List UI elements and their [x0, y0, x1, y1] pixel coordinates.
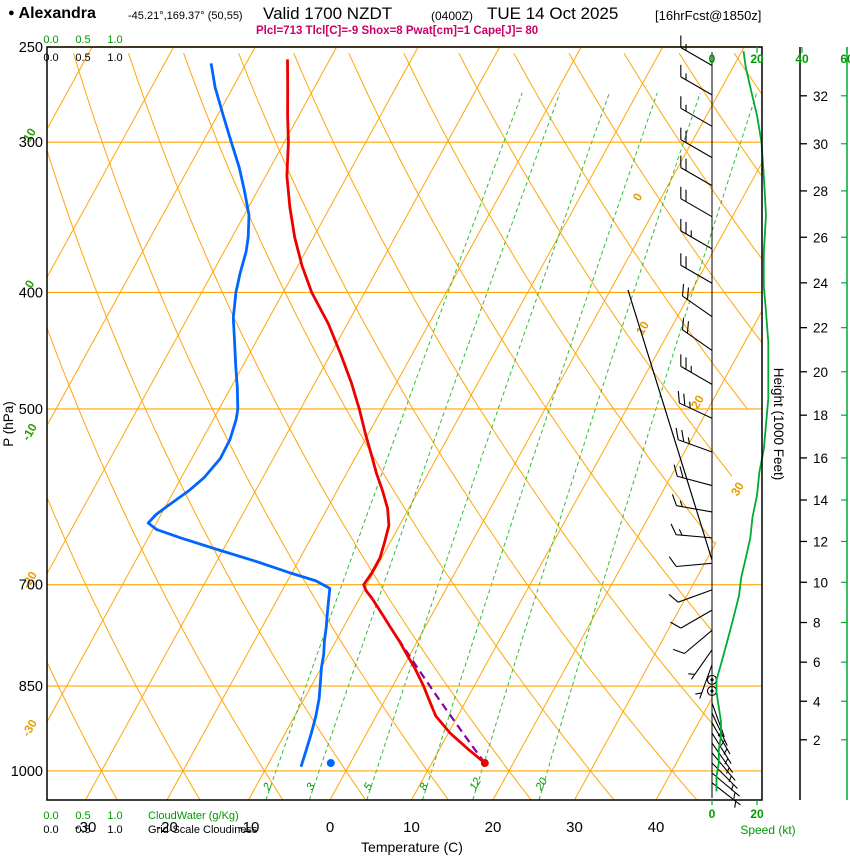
svg-text:-10: -10	[238, 819, 260, 836]
surface-dot	[326, 759, 335, 768]
svg-text:1.0: 1.0	[107, 810, 122, 822]
svg-text:8: 8	[417, 780, 431, 792]
svg-text:28: 28	[813, 184, 828, 199]
svg-text:6: 6	[813, 655, 821, 670]
svg-text:4: 4	[813, 694, 821, 709]
svg-text:0: 0	[709, 52, 716, 66]
station-name-text: Alexandra	[18, 5, 96, 22]
svg-text:18: 18	[813, 408, 828, 423]
svg-text:-30: -30	[75, 819, 97, 836]
svg-text:1000: 1000	[11, 764, 43, 780]
pressure-axis: 250 300 400 500 700 850 1000 P (hPa)	[1, 40, 43, 780]
svg-text:300: 300	[19, 135, 43, 151]
svg-text:0.0: 0.0	[43, 34, 58, 46]
svg-text:3: 3	[304, 780, 318, 792]
valid-date: TUE 14 Oct 2025	[487, 4, 619, 23]
valid-time: Valid 1700 NZDT	[263, 4, 393, 23]
svg-text:30: 30	[813, 137, 828, 152]
plot-border	[46, 46, 763, 801]
svg-text:0: 0	[709, 807, 716, 821]
svg-text:20: 20	[533, 775, 550, 793]
svg-text:20: 20	[688, 392, 707, 411]
plot-boundary-lines	[627, 52, 713, 798]
station-bullet-icon: ●	[8, 7, 15, 19]
dewpoint-curve	[146, 63, 332, 768]
svg-text:10: 10	[633, 318, 652, 337]
speed-axis: 0 20 40 60 0 20 Speed (kt)	[709, 47, 850, 837]
svg-text:P (hPa): P (hPa)	[1, 401, 16, 447]
temperature-curve	[285, 59, 486, 765]
pressure-gridlines	[47, 46, 762, 772]
svg-text:30: 30	[566, 819, 583, 836]
svg-text:0.0: 0.0	[43, 52, 58, 64]
svg-text:0.0: 0.0	[43, 824, 58, 836]
speed-profile	[715, 51, 770, 792]
svg-text:Temperature (C): Temperature (C)	[361, 839, 463, 855]
svg-text:20: 20	[485, 819, 502, 836]
svg-text:-20: -20	[156, 819, 178, 836]
parcel-ascent-curve	[368, 593, 486, 764]
station-coordinates: -45.21°,169.37° (50,55)	[128, 10, 243, 22]
svg-text:500: 500	[19, 402, 43, 418]
svg-text:850: 850	[19, 679, 43, 695]
svg-text:40: 40	[648, 819, 665, 836]
svg-text:12: 12	[813, 534, 828, 549]
svg-text:0.5: 0.5	[75, 810, 90, 822]
svg-text:20: 20	[813, 365, 828, 380]
svg-text:12: 12	[467, 776, 484, 793]
svg-text:-10: -10	[19, 421, 40, 443]
svg-text:-30: -30	[19, 717, 40, 739]
station-name: ● Alexandra	[8, 5, 96, 23]
sounding-curves	[146, 59, 489, 768]
svg-text:60: 60	[840, 52, 850, 66]
svg-text:10: 10	[813, 575, 828, 590]
svg-text:32: 32	[813, 89, 828, 104]
svg-text:0.5: 0.5	[75, 34, 90, 46]
svg-text:Speed (kt): Speed (kt)	[740, 823, 795, 837]
valid-time-zulu: (0400Z)	[431, 9, 474, 23]
svg-text:1.0: 1.0	[107, 52, 122, 64]
svg-text:26: 26	[813, 230, 828, 245]
svg-text:10: 10	[403, 819, 420, 836]
svg-text:Height (1000 Feet): Height (1000 Feet)	[771, 368, 786, 481]
svg-text:40: 40	[795, 52, 809, 66]
svg-text:20: 20	[750, 807, 764, 821]
svg-text:22: 22	[813, 321, 828, 336]
svg-text:0.5: 0.5	[75, 52, 90, 64]
svg-text:700: 700	[19, 578, 43, 594]
temperature-axis: -30 -20 -10 0 10 20 30 40 Temperature (C)	[75, 819, 665, 855]
svg-text:24: 24	[813, 276, 829, 291]
svg-text:CloudWater (g/Kg): CloudWater (g/Kg)	[148, 810, 239, 822]
surface-dot	[480, 759, 489, 768]
mixing-ratio-labels: 2 3 5 8 12 20	[261, 775, 551, 793]
svg-text:20: 20	[750, 52, 764, 66]
svg-text:0: 0	[326, 819, 334, 836]
svg-text:1.0: 1.0	[107, 824, 122, 836]
svg-text:10: 10	[20, 125, 39, 144]
wind-barbs	[668, 35, 741, 808]
svg-text:8: 8	[813, 616, 821, 631]
svg-text:5: 5	[362, 780, 376, 792]
svg-text:30: 30	[728, 479, 747, 498]
svg-text:Grid-Scale Cloudiness: Grid-Scale Cloudiness	[148, 824, 258, 836]
svg-text:0.5: 0.5	[75, 824, 90, 836]
svg-text:400: 400	[19, 285, 43, 301]
svg-text:0: 0	[630, 190, 646, 203]
svg-text:2: 2	[813, 733, 821, 748]
stability-indices: Plcl=713 Tlcl[C]=-9 Shox=8 Pwat[cm]=1 Ca…	[256, 25, 539, 37]
svg-text:1.0: 1.0	[107, 34, 122, 46]
skewt-grid	[47, 47, 762, 800]
svg-text:16: 16	[813, 451, 828, 466]
svg-text:0.0: 0.0	[43, 810, 58, 822]
svg-text:250: 250	[19, 40, 43, 56]
cloudwater-scales: 0.0 0.5 1.0 0.0 0.5 1.0 0.0 0.5 1.0 CloudWater (g…	[43, 34, 258, 836]
forecast-run-info: [16hrFcst@1850z]	[655, 8, 762, 23]
svg-text:14: 14	[813, 493, 829, 508]
